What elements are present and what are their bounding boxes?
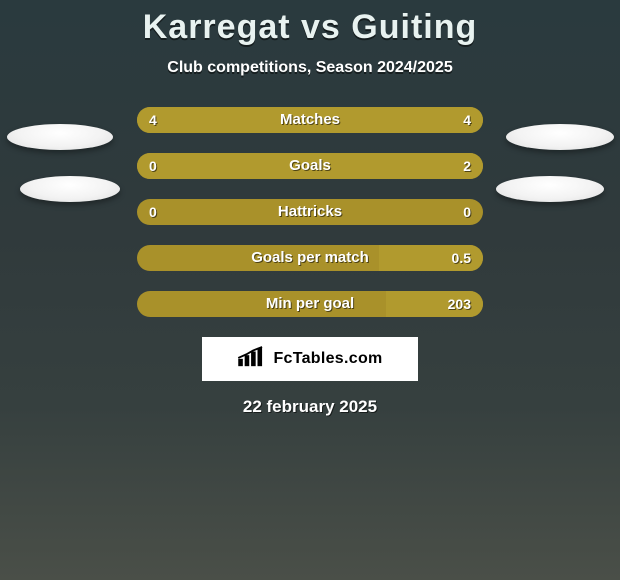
match-date: 22 february 2025 [0, 397, 620, 417]
stat-label: Goals per match [137, 245, 483, 271]
stat-row: 0.5Goals per match [137, 245, 483, 271]
stat-label: Goals [137, 153, 483, 179]
stat-row: 203Min per goal [137, 291, 483, 317]
stat-label: Hattricks [137, 199, 483, 225]
team-right-name: Guiting [351, 8, 477, 46]
decorative-ellipse [496, 176, 604, 202]
decorative-ellipse [20, 176, 120, 202]
stat-row: 44Matches [137, 107, 483, 133]
stat-label: Matches [137, 107, 483, 133]
chart-icon [237, 346, 267, 373]
badge-text: FcTables.com [273, 350, 382, 368]
vs-separator: vs [291, 8, 352, 46]
decorative-ellipse [506, 124, 614, 150]
subtitle: Club competitions, Season 2024/2025 [0, 59, 620, 77]
decorative-ellipse [7, 124, 113, 150]
team-left-name: Karregat [143, 8, 291, 46]
stat-row: 02Goals [137, 153, 483, 179]
stat-label: Min per goal [137, 291, 483, 317]
page-title: Karregat vs Guiting [0, 0, 620, 47]
stat-row: 00Hattricks [137, 199, 483, 225]
source-badge[interactable]: FcTables.com [202, 337, 418, 381]
stat-rows: 44Matches 02Goals 00Hattricks 0.5Goals per … [137, 107, 483, 317]
